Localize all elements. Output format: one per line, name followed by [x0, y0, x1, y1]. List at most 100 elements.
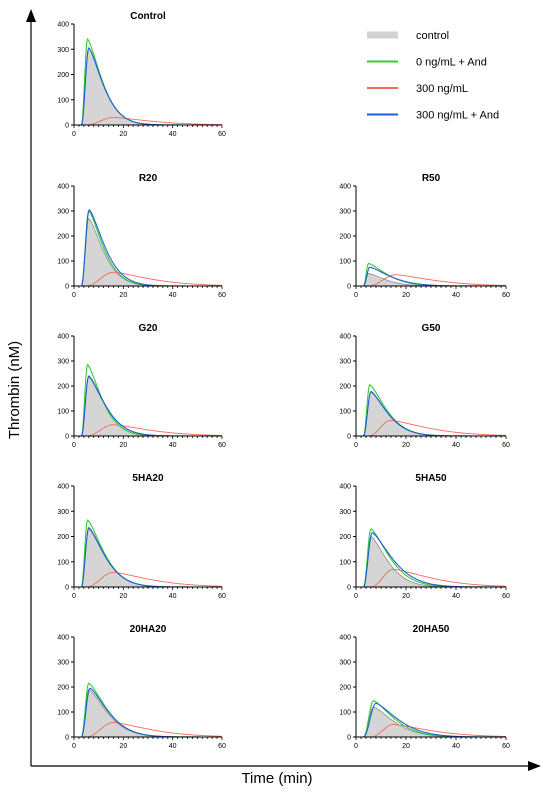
- series-300-ng-ml-line: [356, 274, 507, 287]
- x-tick-label: 0: [354, 292, 358, 299]
- x-tick-label: 0: [72, 131, 76, 138]
- y-tick-label: 300: [57, 359, 69, 366]
- y-tick-label: 300: [57, 509, 69, 516]
- legend-label: control: [416, 30, 449, 42]
- y-tick-label: 400: [339, 184, 351, 191]
- y-tick-label: 0: [347, 735, 351, 742]
- x-tick-label: 0: [72, 442, 76, 449]
- y-tick-label: 200: [339, 685, 351, 692]
- y-tick-label: 0: [65, 284, 69, 291]
- panel-r20: 0 100 200 300 400 0 20 40 60 R20: [57, 173, 226, 299]
- outer-axes: [26, 9, 541, 771]
- x-tick-label: 20: [119, 743, 127, 750]
- panel-title: R20: [139, 173, 158, 184]
- y-tick-label: 100: [339, 409, 351, 416]
- y-tick-label: 0: [347, 284, 351, 291]
- x-tick-label: 40: [452, 593, 460, 600]
- y-tick-label: 0: [65, 585, 69, 592]
- x-tick-label: 40: [452, 292, 460, 299]
- panel-g50: 0 100 200 300 400 0 20 40 60 G50: [339, 323, 510, 449]
- y-tick-label: 400: [339, 484, 351, 491]
- y-tick-label: 300: [57, 209, 69, 216]
- y-tick-label: 100: [57, 710, 69, 717]
- panel-title: R50: [422, 173, 441, 184]
- y-tick-label: 300: [339, 509, 351, 516]
- y-tick-label: 100: [57, 559, 69, 566]
- x-tick-label: 40: [452, 442, 460, 449]
- y-tick-label: 400: [339, 635, 351, 642]
- series-300-ng-ml-line: [356, 568, 507, 588]
- x-tick-label: 60: [218, 442, 226, 449]
- series-control-area: [74, 528, 222, 588]
- y-tick-label: 200: [57, 685, 69, 692]
- panel-title: 5HA20: [132, 473, 164, 484]
- series-300-ng-ml-line: [356, 420, 507, 437]
- panel-title: G20: [139, 323, 158, 334]
- x-tick-label: 0: [354, 593, 358, 600]
- y-tick-label: 400: [57, 635, 69, 642]
- y-tick-label: 0: [65, 434, 69, 441]
- y-tick-label: 200: [57, 384, 69, 391]
- legend-item-control: control: [367, 30, 449, 42]
- x-tick-label: 60: [502, 743, 510, 750]
- x-tick-label: 60: [502, 292, 510, 299]
- x-tick-label: 20: [119, 131, 127, 138]
- x-tick-label: 40: [169, 131, 177, 138]
- x-tick-label: 60: [502, 442, 510, 449]
- panel-control: 0 100 200 300 400 0 20 40 60 Control: [57, 11, 226, 138]
- series-300-ng-ml-line: [74, 424, 223, 437]
- series-control-area: [74, 47, 222, 126]
- y-tick-label: 300: [57, 660, 69, 667]
- x-tick-label: 0: [72, 292, 76, 299]
- y-tick-label: 200: [339, 234, 351, 241]
- legend-label: 300 ng/mL + And: [416, 110, 499, 122]
- series-300-ng-ml-line: [74, 571, 223, 588]
- x-tick-label: 60: [218, 292, 226, 299]
- y-tick-label: 200: [57, 234, 69, 241]
- y-tick-label: 400: [57, 334, 69, 341]
- x-tick-label: 40: [169, 292, 177, 299]
- x-tick-label: 0: [354, 743, 358, 750]
- x-tick-label: 0: [354, 442, 358, 449]
- legend-swatch: [367, 31, 398, 39]
- x-tick-label: 60: [502, 593, 510, 600]
- legend: control 0 ng/mL + And 300 ng/mL 300 ng/mL +…: [367, 30, 499, 122]
- y-tick-label: 0: [347, 434, 351, 441]
- series-300-ng-ml-line: [74, 722, 223, 738]
- y-tick-label: 300: [339, 660, 351, 667]
- y-tick-label: 400: [57, 184, 69, 191]
- series-300-ng-ml-line: [74, 116, 223, 126]
- legend-item-and_0: 0 ng/mL + And: [367, 57, 487, 69]
- series-300-ng-ml-line: [356, 724, 507, 738]
- y-tick-label: 0: [65, 123, 69, 130]
- x-tick-label: 20: [402, 442, 410, 449]
- y-tick-label: 400: [339, 334, 351, 341]
- legend-item-ng300_and: 300 ng/mL + And: [367, 110, 499, 122]
- panel-5ha50: 0 100 200 300 400 0 20 40 60 5HA50: [339, 473, 510, 600]
- y-tick-label: 400: [57, 484, 69, 491]
- y-tick-label: 100: [339, 710, 351, 717]
- series-control-area: [356, 535, 506, 588]
- y-tick-label: 300: [57, 47, 69, 54]
- y-tick-label: 100: [339, 259, 351, 266]
- panel-20ha50: 0 100 200 300 400 0 20 40 60 20HA50: [339, 624, 510, 750]
- legend-label: 0 ng/mL + And: [416, 57, 487, 69]
- x-tick-label: 20: [119, 292, 127, 299]
- y-tick-label: 200: [57, 72, 69, 79]
- x-tick-label: 60: [218, 593, 226, 600]
- y-tick-label: 0: [347, 585, 351, 592]
- y-tick-label: 400: [57, 22, 69, 29]
- x-tick-label: 20: [119, 593, 127, 600]
- legend-label: 300 ng/mL: [416, 83, 468, 95]
- y-axis-title: Thrombin (nM): [6, 341, 23, 439]
- x-tick-label: 40: [169, 743, 177, 750]
- x-tick-label: 0: [72, 743, 76, 750]
- x-tick-label: 20: [402, 743, 410, 750]
- x-tick-label: 20: [402, 593, 410, 600]
- panel-title: G50: [422, 323, 441, 334]
- outer-y-arrow: [26, 9, 36, 22]
- panel-r50: 0 100 200 300 400 0 20 40 60 R50: [339, 173, 510, 299]
- x-tick-label: 40: [169, 593, 177, 600]
- y-tick-label: 300: [339, 359, 351, 366]
